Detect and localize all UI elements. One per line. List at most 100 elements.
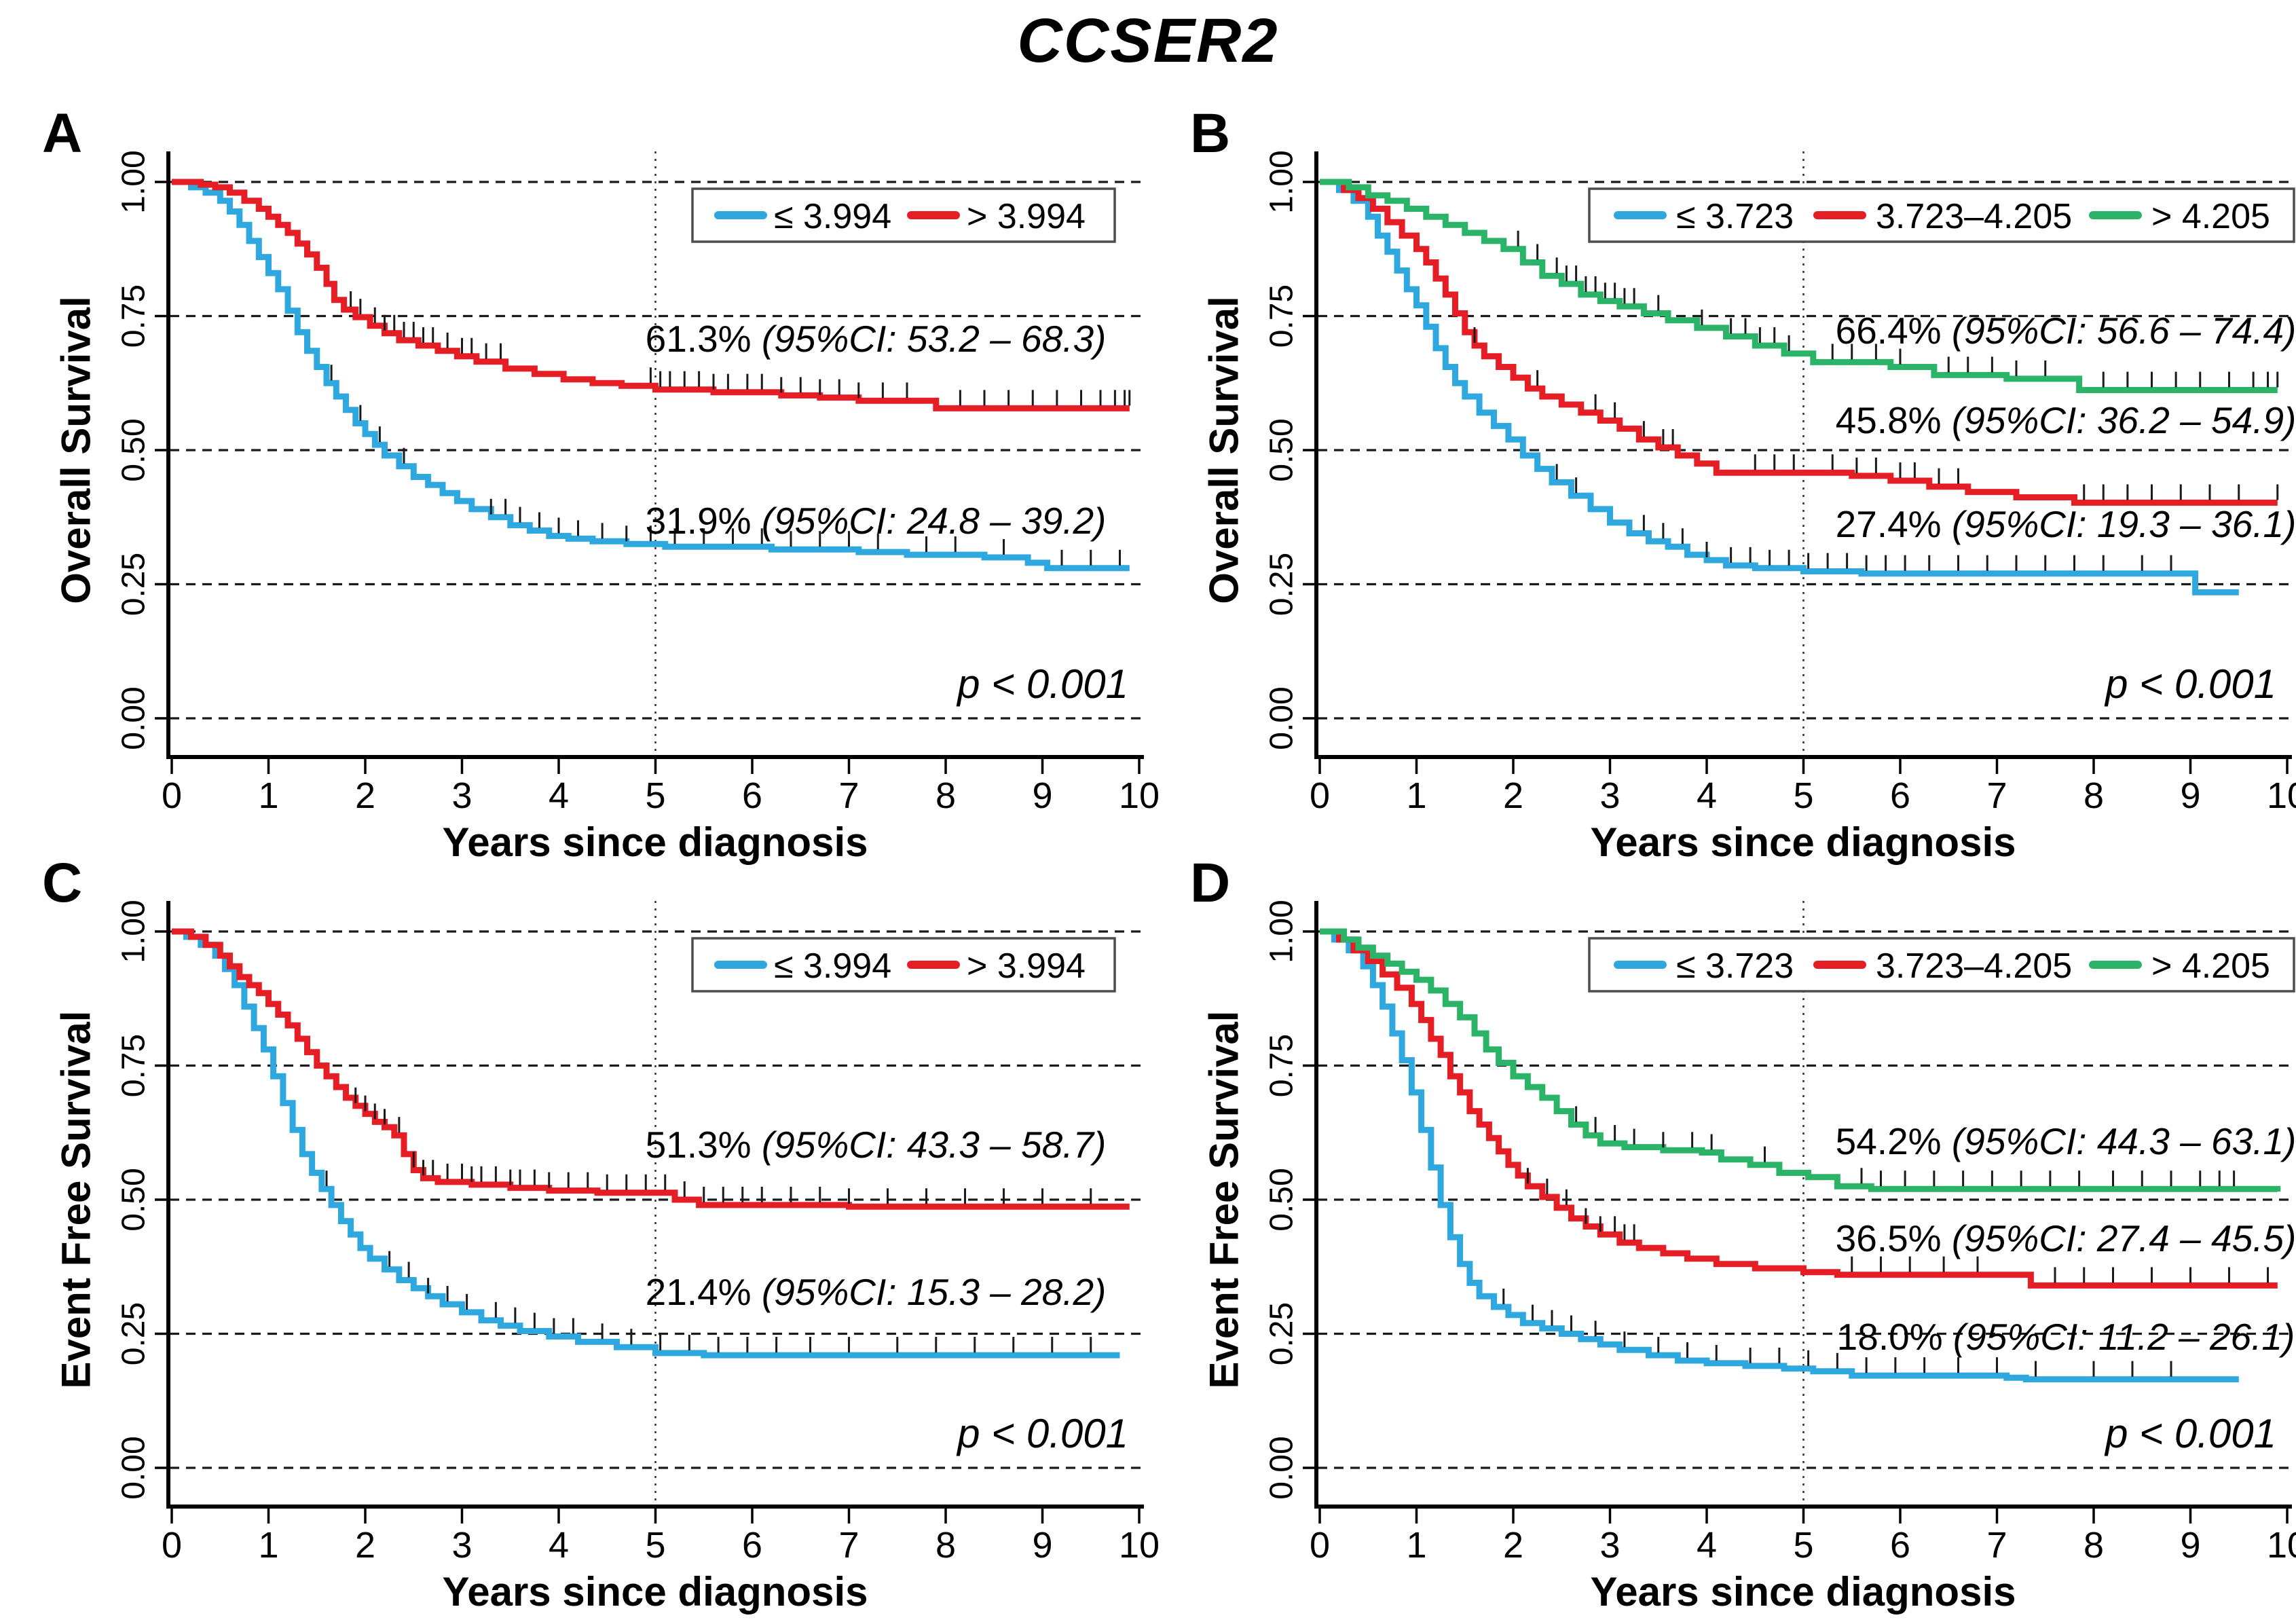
x-tick-label: 7 [1986, 775, 2007, 816]
panel-c-km-plot: 1.00 0.75 0.50 0.25 0.00 0 1 2 3 4 5 6 7 8 9 10 ≤ 3.994 >… [116, 900, 1160, 1566]
legend-label: > 3.994 [967, 197, 1086, 236]
legend: ≤ 3.723 3.723–4.205 > 4.205 [1588, 187, 2295, 243]
survival-annotation: 18.0% (95%CI: 11.2 – 26.1) [1837, 1316, 2295, 1358]
legend-label: > 3.994 [967, 946, 1086, 986]
x-tick-label: 4 [549, 775, 569, 816]
x-tick-label: 7 [1986, 1525, 2007, 1566]
p-value: p < 0.001 [2104, 661, 2276, 707]
y-tick-label: 0.50 [116, 418, 152, 481]
axes: 1.00 0.75 0.50 0.25 0.00 0 1 2 3 4 5 6 7 8 9 10 [1264, 150, 2296, 816]
x-tick-label: 10 [1119, 1525, 1160, 1566]
panel-a-x-axis-label: Years since diagnosis [442, 819, 868, 865]
km-curve-green [1320, 928, 2281, 1192]
x-tick-label: 9 [2180, 775, 2200, 816]
p-value: p < 0.001 [956, 661, 1128, 707]
x-tick-label: 1 [258, 1525, 278, 1566]
legend: ≤ 3.994 > 3.994 [691, 937, 1116, 993]
panel-d-x-axis-label: Years since diagnosis [1590, 1569, 2016, 1614]
survival-annotation: 61.3% (95%CI: 53.2 – 68.3) [646, 318, 1107, 360]
x-tick-label: 8 [936, 775, 956, 816]
x-tick-label: 5 [645, 1525, 665, 1566]
x-tick-label: 1 [258, 775, 278, 816]
x-tick-label: 4 [1697, 775, 1717, 816]
y-tick-label: 1.00 [116, 900, 152, 963]
survival-annotation: 54.2% (95%CI: 44.3 – 63.1) [1836, 1120, 2296, 1162]
x-tick-label: 5 [645, 775, 665, 816]
legend-label: ≤ 3.723 [1676, 197, 1794, 236]
x-tick-label: 8 [2084, 1525, 2104, 1566]
x-tick-label: 5 [1793, 775, 1813, 816]
y-tick-label: 1.00 [116, 150, 152, 213]
censor-ticks-blue [325, 1170, 1092, 1353]
km-curve-blue [1320, 928, 2239, 1383]
x-tick-label: 7 [838, 1525, 859, 1566]
panel-b-x-axis-label: Years since diagnosis [1590, 819, 2016, 865]
y-tick-label: 1.00 [1264, 900, 1300, 963]
censor-ticks-red [1526, 1168, 2269, 1283]
y-tick-label: 0.75 [116, 1034, 152, 1097]
x-tick-label: 6 [1890, 1525, 1910, 1566]
x-tick-label: 3 [1599, 775, 1620, 816]
axes: 1.00 0.75 0.50 0.25 0.00 0 1 2 3 4 5 6 7 8 9 10 [116, 900, 1160, 1566]
censor-ticks-green [1517, 230, 2279, 388]
survival-annotation: 31.9% (95%CI: 24.8 – 39.2) [646, 500, 1107, 542]
x-tick-label: 9 [1032, 775, 1052, 816]
x-tick-label: 9 [2180, 1525, 2200, 1566]
x-tick-label: 5 [1793, 1525, 1813, 1566]
x-tick-label: 4 [1697, 1525, 1717, 1566]
axes: 1.00 0.75 0.50 0.25 0.00 0 1 2 3 4 5 6 7 8 9 10 [1264, 900, 2296, 1566]
survival-annotation: 21.4% (95%CI: 15.3 – 28.2) [646, 1271, 1107, 1313]
y-tick-label: 0.50 [1264, 1168, 1300, 1231]
legend-label: 3.723–4.205 [1876, 197, 2072, 236]
legend-label: ≤ 3.723 [1676, 946, 1794, 986]
legend-label: > 4.205 [2151, 197, 2270, 236]
censor-ticks-red [1473, 327, 2279, 500]
panel-c: C Event Free Survival 1.00 0.75 0.50 0.25 0.… [0, 836, 1160, 1624]
panel-b-km-plot: 1.00 0.75 0.50 0.25 0.00 0 1 2 3 4 5 6 7 8 9 10 ≤ 3.723 3… [1264, 150, 2296, 816]
x-tick-label: 6 [742, 775, 762, 816]
x-tick-label: 3 [1599, 1525, 1620, 1566]
x-tick-label: 3 [451, 1525, 472, 1566]
p-value: p < 0.001 [956, 1411, 1128, 1456]
y-tick-label: 0.50 [116, 1168, 152, 1231]
y-tick-label: 0.50 [1264, 418, 1300, 481]
panel-d: D Event Free Survival 1.00 0.75 0.50 0.25 0.… [1148, 836, 2296, 1624]
figure-title: CCSER2 [1017, 6, 1279, 75]
panel-a: A Overall Survival 1.00 0.75 0.50 0.25 0.00 0… [0, 87, 1160, 874]
x-tick-label: 2 [355, 1525, 375, 1566]
y-tick-label: 0.25 [116, 1302, 152, 1365]
km-curve-red [172, 928, 1130, 1210]
y-tick-label: 0.00 [116, 1436, 152, 1499]
censor-ticks-green [1575, 1106, 2236, 1187]
censor-ticks-red [354, 1087, 1092, 1204]
axes: 1.00 0.75 0.50 0.25 0.00 0 1 2 3 4 5 6 7 8 9 10 [116, 150, 1160, 816]
legend-label: ≤ 3.994 [774, 946, 891, 986]
x-tick-label: 0 [1310, 775, 1330, 816]
legend: ≤ 3.723 3.723–4.205 > 4.205 [1588, 937, 2295, 993]
y-tick-label: 0.75 [1264, 284, 1300, 348]
x-tick-label: 0 [1310, 1525, 1330, 1566]
legend-label: ≤ 3.994 [774, 197, 891, 236]
x-tick-label: 6 [742, 1525, 762, 1566]
x-tick-label: 10 [2267, 775, 2296, 816]
p-value: p < 0.001 [2104, 1411, 2276, 1456]
km-curve-red [1320, 928, 2278, 1289]
y-tick-label: 0.25 [1264, 1302, 1300, 1365]
y-tick-label: 0.00 [1264, 1436, 1300, 1499]
x-tick-label: 6 [1890, 775, 1910, 816]
x-tick-label: 1 [1406, 775, 1426, 816]
x-tick-label: 3 [451, 775, 472, 816]
panel-d-letter: D [1190, 852, 1231, 914]
legend: ≤ 3.994 > 3.994 [691, 187, 1116, 243]
km-curve-green [1320, 179, 2278, 393]
legend-box [1588, 937, 2295, 993]
x-tick-label: 4 [549, 1525, 569, 1566]
panel-c-letter: C [42, 852, 83, 914]
km-curve-blue [1320, 179, 2239, 595]
km-curve-red [1320, 179, 2278, 506]
legend-label: 3.723–4.205 [1876, 946, 2072, 986]
survival-annotation: 66.4% (95%CI: 56.6 – 74.4) [1836, 310, 2296, 352]
panel-b: B Overall Survival 1.00 0.75 0.50 0.25 0.00 0… [1148, 87, 2296, 874]
km-curve-blue [172, 928, 1120, 1359]
km-curve-blue [172, 179, 1130, 572]
